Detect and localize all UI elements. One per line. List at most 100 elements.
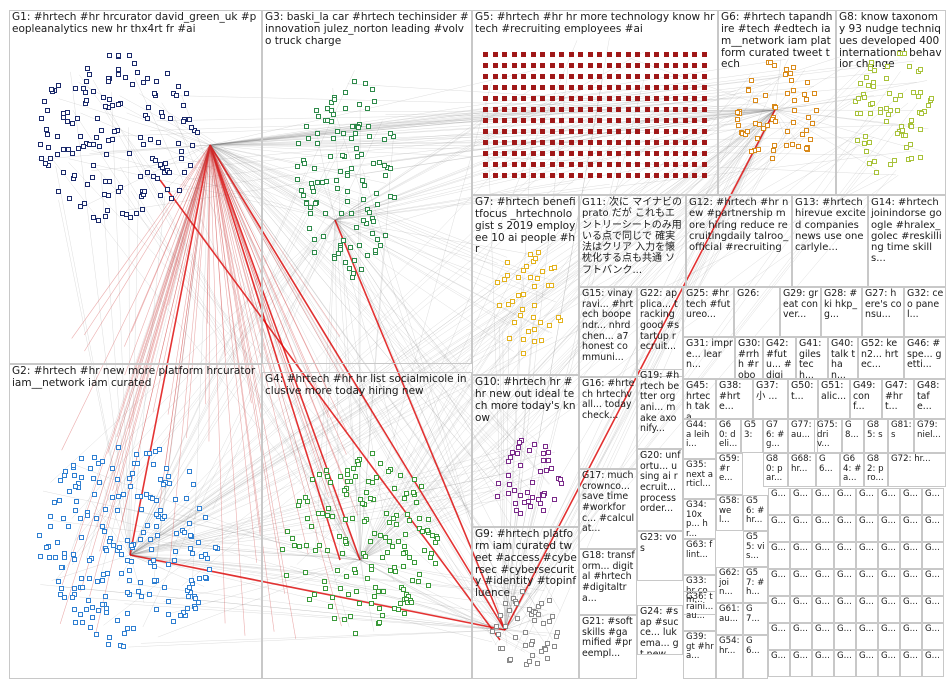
group-g27: G27: here's consu... xyxy=(862,287,904,337)
vertex-g2 xyxy=(60,516,66,522)
vertex-g2 xyxy=(150,496,156,502)
vertex-g2 xyxy=(190,550,196,556)
edge xyxy=(774,69,806,111)
group-label: G55: vis... xyxy=(746,532,765,562)
vertex-g9 xyxy=(512,635,518,641)
group-label: G20: unfortu... using ai recruit... proc… xyxy=(640,450,681,515)
vertex-g5 xyxy=(492,52,498,57)
vertex-g3 xyxy=(382,173,388,179)
vertex-g6 xyxy=(801,92,807,98)
vertex-g1 xyxy=(103,103,109,109)
edge xyxy=(115,219,336,453)
group-g47: G47: #hrt... xyxy=(882,379,914,419)
group-label: G31: impre... learn... xyxy=(686,338,733,371)
edge xyxy=(209,60,915,146)
vertex-g9 xyxy=(498,613,504,619)
vertex-g3 xyxy=(369,87,375,93)
vertex-g10 xyxy=(531,442,537,448)
edge xyxy=(209,97,732,146)
edge xyxy=(111,109,776,137)
edge xyxy=(209,144,506,458)
vertex-g5 xyxy=(568,140,574,145)
vertex-g5 xyxy=(654,151,659,156)
vertex-g5 xyxy=(625,173,631,178)
group-small: G... xyxy=(812,515,834,542)
edge xyxy=(209,144,398,477)
vertex-g5 xyxy=(483,140,488,145)
vertex-g5 xyxy=(692,173,697,178)
vertex-g4 xyxy=(424,527,430,533)
vertex-g8 xyxy=(902,51,908,57)
vertex-g5 xyxy=(578,151,583,156)
vertex-g5 xyxy=(483,63,488,68)
vertex-g3 xyxy=(331,255,337,261)
vertex-g5 xyxy=(663,118,669,123)
vertex-g2 xyxy=(162,514,168,520)
edge xyxy=(209,144,226,624)
vertex-g2 xyxy=(133,452,139,458)
vertex-g5 xyxy=(568,151,574,156)
vertex-g5 xyxy=(559,173,564,178)
group-label: G32: ceo panel... xyxy=(907,288,944,321)
vertex-g4 xyxy=(308,524,314,530)
edge xyxy=(289,565,506,631)
vertex-g1 xyxy=(45,131,51,137)
edge xyxy=(359,145,745,561)
edge xyxy=(209,144,546,296)
vertex-g8 xyxy=(900,127,906,133)
edge xyxy=(388,526,506,631)
vertex-g6 xyxy=(773,119,779,124)
edge xyxy=(51,157,361,561)
vertex-g4 xyxy=(338,473,344,479)
vertex-g1 xyxy=(111,128,117,134)
vertex-g6 xyxy=(784,142,790,148)
vertex-g5 xyxy=(654,74,659,79)
group-g9: G9: #hrtech platform iam curated tweet #… xyxy=(472,527,579,679)
vertex-g4 xyxy=(422,547,428,553)
group-label: G33: hr com... xyxy=(686,576,708,606)
vertex-g8 xyxy=(865,82,871,88)
vertex-g5 xyxy=(540,52,545,57)
vertex-g1 xyxy=(39,116,45,122)
vertex-g2 xyxy=(106,539,112,545)
group-small: G... xyxy=(900,488,922,515)
vertex-g3 xyxy=(339,210,345,216)
edge xyxy=(209,144,495,485)
vertex-g2 xyxy=(89,604,95,610)
group-g46: G46: #spe... getti... xyxy=(904,337,946,379)
vertex-g1 xyxy=(137,173,143,179)
vertex-g1 xyxy=(69,120,75,126)
vertex-g2 xyxy=(71,606,77,612)
group-label: G... xyxy=(815,570,830,580)
vertex-g5 xyxy=(625,63,631,68)
edge xyxy=(209,144,342,524)
vertex-g5 xyxy=(654,96,659,101)
edge xyxy=(359,137,616,561)
group-label: G... xyxy=(793,597,808,607)
group-label: G... xyxy=(859,624,874,634)
group-g7: G7: #hrtech benefitfocus _hrtechnologist… xyxy=(472,195,579,375)
vertex-g9 xyxy=(529,652,535,658)
vertex-g2 xyxy=(99,578,105,584)
vertex-g2 xyxy=(138,579,144,585)
vertex-g2 xyxy=(146,591,152,597)
vertex-g2 xyxy=(188,533,194,539)
vertex-g4 xyxy=(401,550,407,556)
vertex-g5 xyxy=(597,129,602,134)
group-small: G... xyxy=(878,596,900,623)
group-label: G... xyxy=(881,597,896,607)
group-label: G... xyxy=(925,570,940,580)
vertex-g8 xyxy=(907,142,913,148)
vertex-g5 xyxy=(587,140,593,145)
edge xyxy=(209,144,497,646)
group-label: G... xyxy=(837,570,852,580)
vertex-g4 xyxy=(389,543,395,549)
vertex-g7 xyxy=(548,282,554,288)
vertex-g2 xyxy=(184,605,190,611)
vertex-g3 xyxy=(301,193,307,199)
vertex-g5 xyxy=(663,162,669,167)
edge xyxy=(334,219,509,326)
vertex-g1 xyxy=(189,124,195,130)
vertex-g9 xyxy=(489,629,495,635)
edge xyxy=(129,184,345,556)
